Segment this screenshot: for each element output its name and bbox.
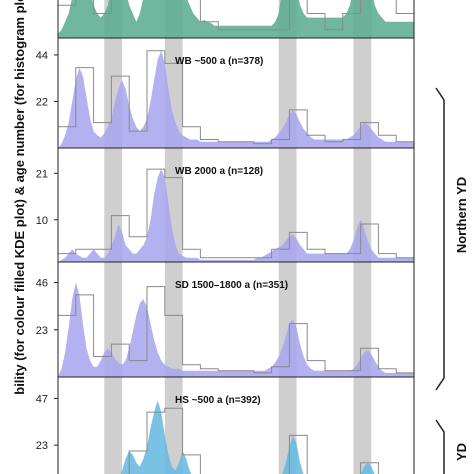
y-tick-label: 23 bbox=[36, 325, 48, 337]
histogram-outline bbox=[58, 0, 414, 38]
band-1 bbox=[104, 377, 123, 474]
y-axis-label: bility (for colour filled KDE plot) & ag… bbox=[12, 0, 27, 395]
y-tick-label: 47 bbox=[36, 393, 48, 405]
panel-title: HS ~500 a (n=392) bbox=[175, 395, 261, 406]
histogram-outline bbox=[58, 168, 414, 262]
band-2 bbox=[164, 377, 183, 474]
y-tick-label: 23 bbox=[36, 440, 48, 452]
band-3 bbox=[278, 148, 297, 262]
y-tick-label: 44 bbox=[36, 50, 48, 62]
panel-plot-area bbox=[58, 0, 414, 38]
panel-plot-area bbox=[104, 377, 379, 474]
panel-title: WB ~500 a (n=378) bbox=[175, 56, 263, 67]
band-4 bbox=[353, 377, 372, 474]
band-2 bbox=[164, 262, 183, 377]
panel-3: 21 10 WB 2000 a (n=128) bbox=[36, 147, 415, 263]
panel-4: 46 23 SD 1500–1800 a (n=351) bbox=[36, 261, 415, 378]
y-tick-label: 46 bbox=[36, 278, 48, 290]
band-1 bbox=[104, 262, 123, 377]
panel-frame bbox=[57, 376, 415, 474]
y-tick-label: 10 bbox=[36, 215, 48, 227]
histogram-outline bbox=[128, 407, 379, 474]
histogram-outline bbox=[58, 286, 414, 377]
panel-plot-area bbox=[58, 262, 414, 377]
band-4 bbox=[353, 38, 372, 148]
group-labels-layer: Northern YD YD bbox=[435, 87, 469, 474]
kde-area bbox=[120, 400, 375, 474]
panel-plot-area bbox=[58, 38, 414, 148]
panel-2: 44 22 WB ~500 a (n=378) bbox=[36, 37, 415, 149]
kde-area bbox=[58, 169, 414, 262]
y-tick-label: 22 bbox=[36, 96, 48, 108]
group-label-yd: YD bbox=[454, 443, 469, 461]
northern-yd-bracket bbox=[435, 87, 445, 391]
histogram-outline bbox=[58, 50, 414, 148]
y-tick-label: 21 bbox=[36, 168, 48, 180]
panel-1: 8 bbox=[57, 0, 415, 39]
panel-plot-area bbox=[58, 148, 414, 262]
panels-layer: 8 44 22 WB ~500 a (n=378) 21 10 WB 2000 a (n=1… bbox=[36, 0, 415, 474]
panel-title: WB 2000 a (n=128) bbox=[175, 166, 263, 177]
y-axis-label-group: bility (for colour filled KDE plot) & ag… bbox=[12, 0, 27, 395]
panel-5: 47 23 HS ~500 a (n=392) bbox=[36, 376, 415, 474]
panel-title: SD 1500–1800 a (n=351) bbox=[175, 280, 288, 291]
yd-bracket bbox=[435, 419, 445, 474]
group-label-northern-yd: Northern YD bbox=[454, 177, 469, 253]
